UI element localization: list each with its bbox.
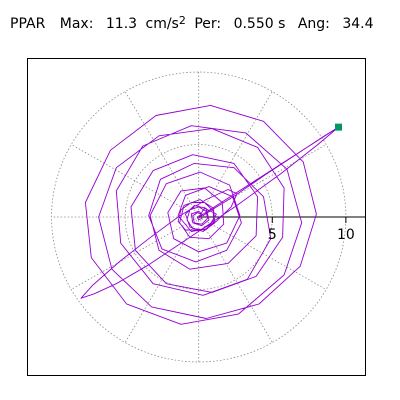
ang-label: Ang: — [297, 16, 330, 32]
plot-frame: 5 10 — [27, 58, 366, 376]
max-value: 11.3 — [105, 16, 138, 32]
x-tick-label-10: 10 — [337, 227, 355, 243]
chart-header: PPAR Max: 11.3 cm/s2 Per: 0.550 s Ang: 3… — [10, 14, 374, 34]
max-label: Max: — [59, 16, 94, 32]
end-marker — [335, 123, 343, 131]
acceleration-trace-layer — [80, 104, 339, 325]
grid-spoke-300 — [198, 216, 273, 343]
ang-value: 34.4 — [342, 16, 374, 32]
acceleration-trace-1 — [80, 104, 339, 325]
orbit-plot: 5 10 — [51, 71, 365, 363]
per-value: 0.550 s — [233, 16, 286, 32]
grid-spoke-240 — [124, 216, 200, 343]
per-label: Per: — [194, 16, 222, 32]
end-marker-layer — [335, 123, 343, 131]
max-unit: cm/s2 — [145, 14, 186, 34]
tick-label-layer: 5 10 — [268, 227, 355, 243]
max-unit-power: 2 — [178, 14, 186, 27]
max-unit-text: cm/s — [145, 16, 179, 32]
x-tick-label-5: 5 — [268, 227, 277, 243]
x-axis — [198, 216, 365, 223]
station-code: PPAR — [10, 16, 46, 32]
grid-spoke-210 — [71, 216, 199, 290]
